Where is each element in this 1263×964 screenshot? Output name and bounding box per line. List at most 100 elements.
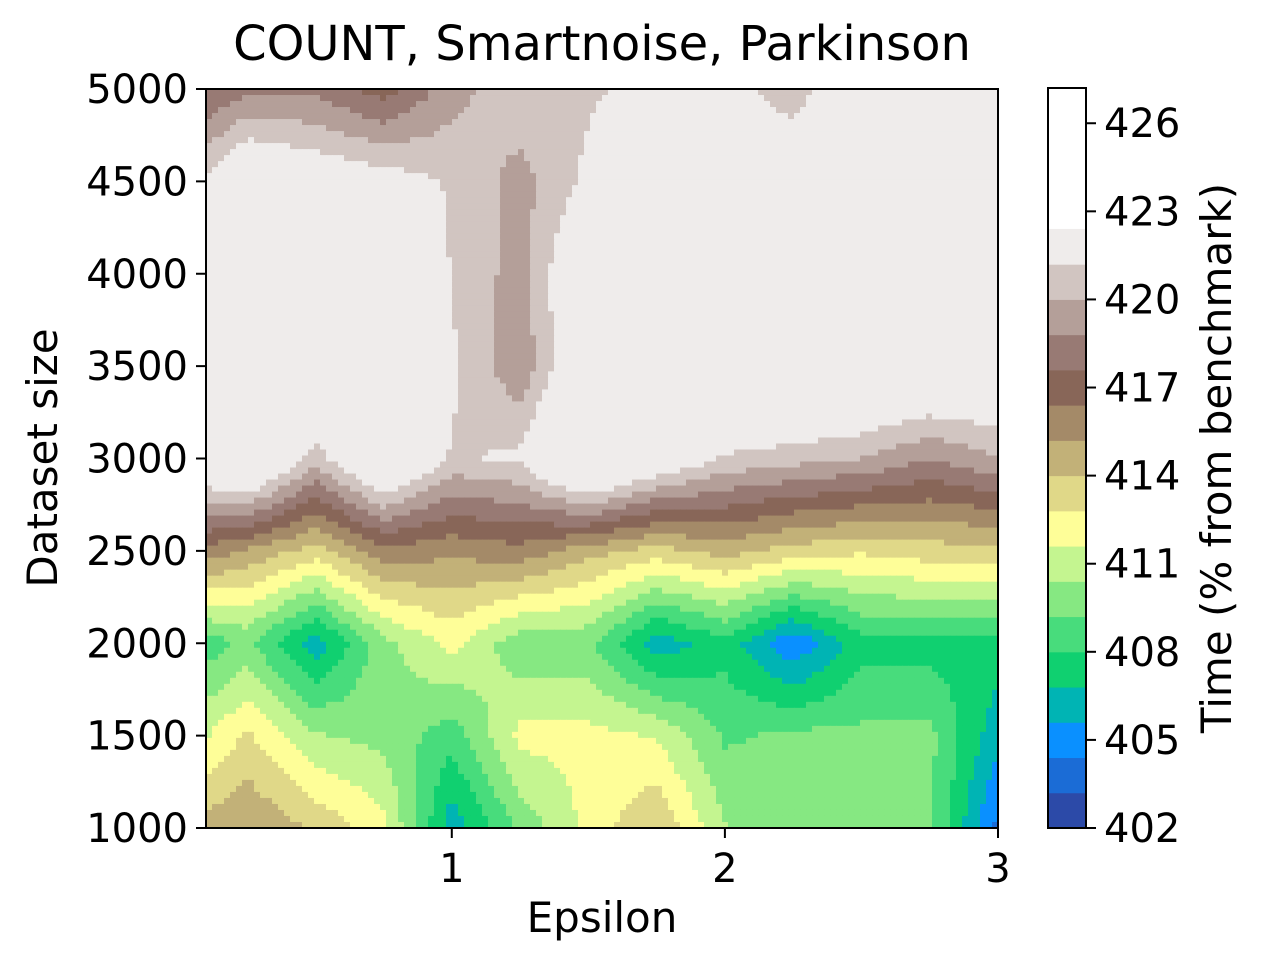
- contour-cell: [878, 245, 885, 252]
- contour-cell: [680, 263, 687, 270]
- contour-cell: [788, 191, 795, 198]
- contour-cell: [344, 215, 351, 222]
- contour-cell: [380, 269, 387, 276]
- contour-cell: [836, 221, 843, 228]
- contour-cell: [350, 239, 357, 246]
- contour-cell: [284, 263, 291, 270]
- contour-cell: [242, 269, 249, 276]
- contour-cell: [908, 257, 915, 264]
- contour-cell: [614, 101, 621, 108]
- contour-cell: [968, 95, 975, 102]
- contour-cell: [602, 215, 609, 222]
- contour-cell: [386, 269, 393, 276]
- contour-cell: [758, 95, 765, 102]
- contour-cell: [386, 251, 393, 258]
- contour-cell: [428, 113, 435, 120]
- contour-cell: [296, 227, 303, 234]
- contour-cell: [428, 245, 435, 252]
- contour-cell: [812, 185, 819, 192]
- contour-cell: [350, 281, 357, 288]
- contour-cell: [284, 191, 291, 198]
- contour-cell: [938, 137, 945, 144]
- contour-cell: [446, 227, 453, 234]
- contour-cell: [950, 221, 957, 228]
- contour-cell: [302, 125, 309, 132]
- contour-cell: [704, 185, 711, 192]
- contour-cell: [728, 89, 735, 96]
- contour-cell: [626, 89, 633, 96]
- contour-cell: [830, 191, 837, 198]
- contour-cell: [308, 185, 315, 192]
- contour-cell: [680, 119, 687, 126]
- contour-cell: [896, 287, 903, 294]
- contour-cell: [986, 299, 993, 306]
- contour-cell: [854, 101, 861, 108]
- contour-cell: [632, 167, 639, 174]
- contour-cell: [956, 185, 963, 192]
- contour-cell: [488, 95, 495, 102]
- contour-cell: [872, 167, 879, 174]
- contour-cell: [362, 275, 369, 282]
- contour-cell: [752, 227, 759, 234]
- contour-cell: [296, 281, 303, 288]
- contour-cell: [314, 257, 321, 264]
- contour-cell: [296, 299, 303, 306]
- contour-cell: [950, 149, 957, 156]
- contour-cell: [338, 311, 345, 318]
- contour-cell: [296, 89, 303, 96]
- contour-cell: [542, 107, 549, 114]
- contour-cell: [506, 191, 513, 198]
- contour-cell: [380, 233, 387, 240]
- contour-cell: [878, 215, 885, 222]
- contour-cell: [764, 293, 771, 300]
- contour-cell: [320, 167, 327, 174]
- contour-cell: [812, 215, 819, 222]
- contour-cell: [398, 173, 405, 180]
- contour-cell: [692, 107, 699, 114]
- contour-cell: [848, 107, 855, 114]
- contour-cell: [284, 293, 291, 300]
- contour-cell: [662, 203, 669, 210]
- contour-cell: [638, 149, 645, 156]
- contour-cell: [482, 275, 489, 282]
- contour-cell: [434, 167, 441, 174]
- contour-cell: [770, 269, 777, 276]
- contour-cell: [428, 95, 435, 102]
- contour-cell: [662, 119, 669, 126]
- contour-cell: [710, 137, 717, 144]
- contour-cell: [272, 209, 279, 216]
- contour-cell: [836, 173, 843, 180]
- contour-cell: [680, 161, 687, 168]
- contour-cell: [890, 233, 897, 240]
- contour-cell: [836, 101, 843, 108]
- contour-cell: [320, 263, 327, 270]
- contour-cell: [446, 161, 453, 168]
- contour-cell: [464, 101, 471, 108]
- contour-cell: [680, 209, 687, 216]
- contour-cell: [956, 203, 963, 210]
- contour-cell: [614, 137, 621, 144]
- contour-cell: [230, 167, 237, 174]
- contour-cell: [572, 275, 579, 282]
- contour-cell: [392, 197, 399, 204]
- contour-cell: [794, 107, 801, 114]
- contour-cell: [716, 143, 723, 150]
- contour-cell: [626, 215, 633, 222]
- contour-cell: [584, 197, 591, 204]
- contour-cell: [242, 275, 249, 282]
- contour-cell: [734, 305, 741, 312]
- contour-cell: [476, 113, 483, 120]
- contour-cell: [506, 245, 513, 252]
- contour-cell: [674, 191, 681, 198]
- contour-cell: [860, 167, 867, 174]
- contour-cell: [590, 113, 597, 120]
- contour-cell: [854, 143, 861, 150]
- contour-cell: [434, 299, 441, 306]
- contour-cell: [788, 299, 795, 306]
- contour-cell: [728, 245, 735, 252]
- contour-cell: [332, 197, 339, 204]
- contour-cell: [854, 89, 861, 96]
- contour-cell: [290, 125, 297, 132]
- contour-cell: [716, 95, 723, 102]
- contour-cell: [932, 239, 939, 246]
